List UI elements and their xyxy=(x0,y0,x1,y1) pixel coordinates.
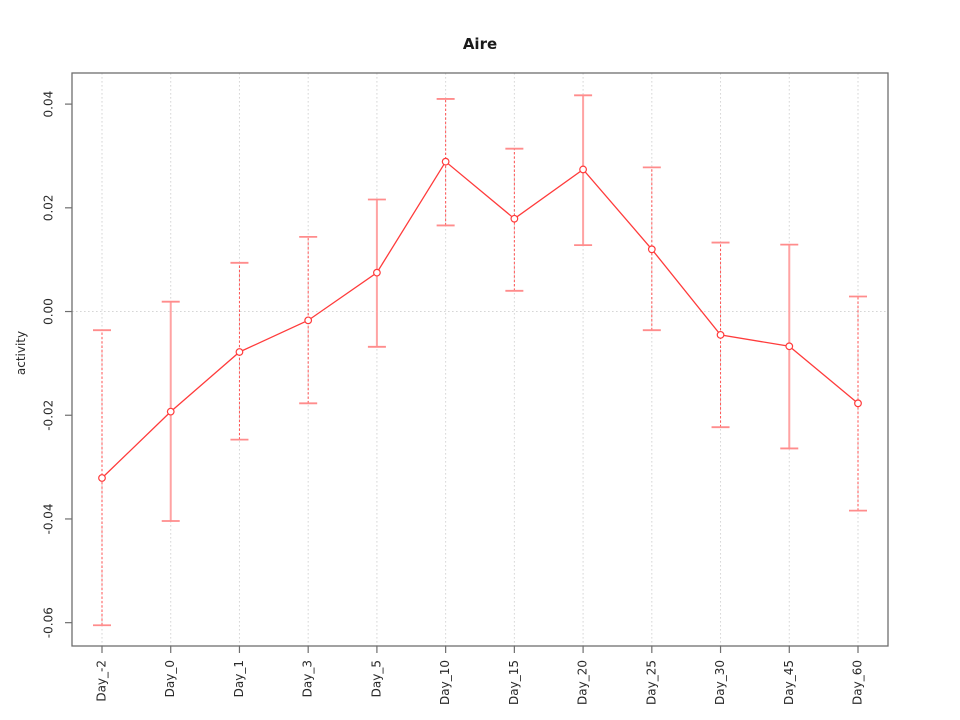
x-tick-label: Day_20 xyxy=(576,660,590,705)
data-point xyxy=(235,348,244,356)
y-tick-label: -0.06 xyxy=(42,607,56,638)
x-tick-label: Day_15 xyxy=(507,660,521,705)
data-point xyxy=(510,214,519,223)
x-tick-label: Day_60 xyxy=(851,660,865,705)
data-point xyxy=(647,245,656,254)
x-tick-label: Day_25 xyxy=(644,660,658,705)
y-tick-label: -0.02 xyxy=(42,400,56,431)
data-point xyxy=(304,316,313,325)
x-tick-label: Day_45 xyxy=(782,660,796,705)
data-point xyxy=(373,268,381,277)
chart-title: Aire xyxy=(462,35,498,53)
data-point xyxy=(166,407,175,416)
data-point xyxy=(854,399,862,408)
x-tick-label: Day_-2 xyxy=(95,660,109,702)
data-point xyxy=(441,157,450,166)
plot-box xyxy=(71,72,889,647)
y-tick-label: 0.04 xyxy=(42,91,56,118)
data-point xyxy=(716,330,725,339)
data-point xyxy=(785,342,794,351)
data-line xyxy=(101,160,859,479)
y-tick-label: 0.02 xyxy=(42,194,56,221)
data-point xyxy=(579,165,587,174)
y-axis-title: activity xyxy=(14,330,28,376)
x-tick-label: Day_0 xyxy=(163,660,177,697)
x-tick-label: Day_3 xyxy=(301,660,315,697)
x-tick-label: Day_30 xyxy=(713,660,727,705)
data-point xyxy=(98,474,106,482)
x-tick-label: Day_5 xyxy=(369,660,383,697)
x-tick-label: Day_10 xyxy=(438,660,452,705)
y-tick-label: -0.04 xyxy=(42,503,56,534)
x-tick-label: Day_1 xyxy=(232,660,246,697)
y-tick-label: 0.00 xyxy=(42,298,56,325)
